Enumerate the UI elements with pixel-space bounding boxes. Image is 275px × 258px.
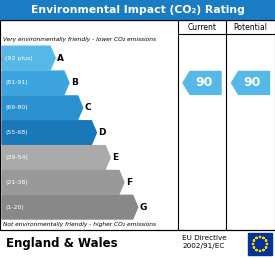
Polygon shape bbox=[255, 249, 257, 251]
Text: Current: Current bbox=[188, 22, 216, 31]
Text: EU Directive
2002/91/EC: EU Directive 2002/91/EC bbox=[182, 235, 227, 249]
Text: Potential: Potential bbox=[233, 22, 268, 31]
Text: A: A bbox=[57, 53, 64, 62]
Text: Very environmentally friendly - lower CO₂ emissions: Very environmentally friendly - lower CO… bbox=[3, 37, 156, 42]
Polygon shape bbox=[2, 46, 55, 70]
Polygon shape bbox=[255, 237, 257, 239]
Polygon shape bbox=[259, 250, 261, 252]
Text: Not environmentally friendly - higher CO₂ emissions: Not environmentally friendly - higher CO… bbox=[3, 222, 156, 227]
Text: E: E bbox=[112, 153, 118, 162]
Polygon shape bbox=[265, 247, 267, 248]
Polygon shape bbox=[263, 237, 265, 239]
Text: (81-91): (81-91) bbox=[5, 80, 28, 85]
Polygon shape bbox=[253, 240, 255, 241]
Text: (92 plus): (92 plus) bbox=[5, 55, 33, 61]
Polygon shape bbox=[252, 243, 254, 245]
Polygon shape bbox=[2, 96, 83, 119]
Polygon shape bbox=[253, 247, 255, 248]
Polygon shape bbox=[2, 146, 110, 169]
Text: B: B bbox=[71, 78, 78, 87]
Polygon shape bbox=[259, 236, 261, 238]
Text: (69-80): (69-80) bbox=[5, 105, 28, 110]
Text: 90: 90 bbox=[195, 76, 213, 89]
Text: Environmental Impact (CO₂) Rating: Environmental Impact (CO₂) Rating bbox=[31, 5, 244, 15]
Bar bbox=[248, 233, 272, 255]
Text: (21-38): (21-38) bbox=[5, 180, 28, 185]
Text: D: D bbox=[98, 128, 106, 137]
Polygon shape bbox=[183, 71, 221, 94]
Text: (55-68): (55-68) bbox=[5, 130, 28, 135]
Bar bbox=[0, 20, 275, 230]
Polygon shape bbox=[2, 171, 124, 194]
Text: F: F bbox=[126, 178, 132, 187]
Text: (1-20): (1-20) bbox=[5, 205, 24, 210]
Polygon shape bbox=[263, 249, 265, 251]
Text: C: C bbox=[85, 103, 91, 112]
Bar bbox=[0, 0, 275, 20]
Polygon shape bbox=[2, 71, 69, 95]
Text: G: G bbox=[140, 203, 147, 212]
Text: (39-54): (39-54) bbox=[5, 155, 28, 160]
Text: England & Wales: England & Wales bbox=[6, 238, 118, 251]
Polygon shape bbox=[266, 243, 268, 245]
Text: 90: 90 bbox=[244, 76, 261, 89]
Polygon shape bbox=[265, 240, 267, 241]
Polygon shape bbox=[2, 195, 138, 219]
Polygon shape bbox=[2, 121, 97, 144]
Polygon shape bbox=[232, 71, 270, 94]
